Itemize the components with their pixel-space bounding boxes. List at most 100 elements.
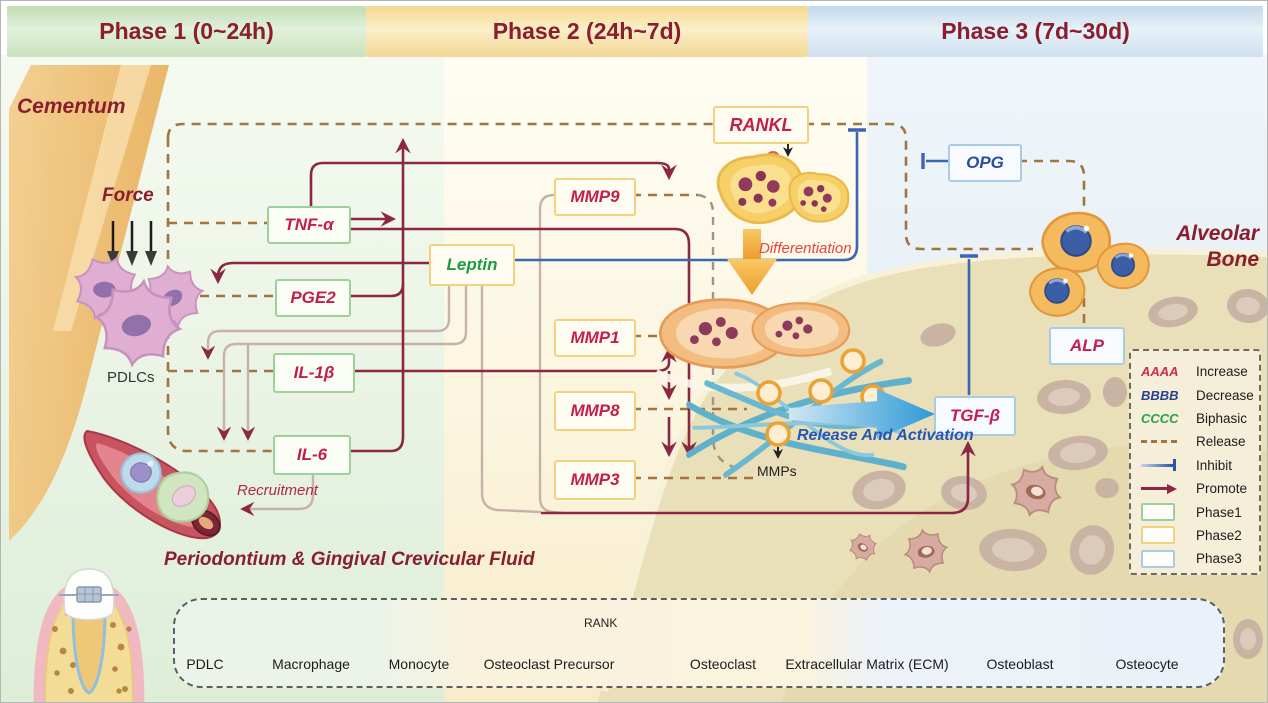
factor-label: Leptin [446, 255, 498, 274]
differentiation-arrow [727, 229, 777, 295]
legend-row-phase1: Phase1 [1141, 500, 1251, 523]
phase3-box-swatch [1141, 549, 1175, 568]
cell-legend-box [173, 598, 1225, 688]
cell-legend-macrophage: Macrophage [272, 656, 350, 672]
release-activation-label: Release And Activation [797, 427, 974, 444]
factor-box-mmp8: MMP8 [554, 391, 636, 431]
pdlcs-label: PDLCs [107, 369, 155, 386]
legend-row-inhibit: Inhibit [1141, 454, 1251, 477]
release-line-swatch [1141, 440, 1177, 444]
cell-legend-pdlc: PDLC [186, 656, 224, 672]
connector-lines [200, 193, 564, 517]
promote-il1b-mmp1 [351, 346, 677, 373]
osteoclast-precursor-cells [714, 150, 854, 228]
factor-box-mmp9: MMP9 [554, 178, 636, 216]
bone-texture [852, 288, 1267, 659]
release-osteoblast-opg [1018, 159, 1086, 208]
factor-box-pge2: PGE2 [275, 279, 351, 317]
factor-box-alp: ALP [1049, 327, 1125, 365]
legend-row-decrease: BBBB Decrease [1141, 387, 1254, 403]
cell-legend-monocyte: Monocyte [388, 656, 450, 672]
force-arrows [107, 221, 157, 266]
cementum-label: Cementum [17, 95, 126, 118]
legend-row-phase2: Phase2 [1141, 524, 1251, 547]
promote-tnf-mmp9 [309, 161, 677, 206]
macrophage-cell [156, 471, 210, 523]
promote-il6-recruitment [240, 471, 315, 517]
monocyte-cell [120, 452, 162, 494]
release-pdlc-rankl [166, 122, 713, 139]
legend-row-phase3: Phase3 [1141, 547, 1251, 570]
rank-label: RANK [584, 616, 618, 630]
factor-label: RANKL [729, 114, 793, 135]
legend-row-release: Release [1141, 430, 1251, 453]
mmps-label: MMPs [757, 463, 797, 479]
factor-label: MMP9 [570, 187, 620, 206]
promote-tnf-mmp3 [347, 227, 697, 458]
promote-il6-a [216, 282, 468, 441]
phase1-box-swatch [1141, 503, 1175, 522]
force-label: Force [102, 185, 154, 206]
cell-legend-ecm: Extracellular Matrix (ECM) [785, 656, 949, 672]
promote-leptin-pdlc [210, 261, 429, 285]
promote-lines [210, 137, 976, 515]
factor-label: IL-1β [293, 363, 335, 382]
factor-label: PGE2 [290, 288, 336, 307]
cell-legend-osteoclast: Osteoclast [689, 656, 757, 672]
factor-label: ALP [1070, 336, 1104, 355]
factor-label: MMP3 [570, 470, 620, 489]
factor-label: TGF-β [949, 406, 1001, 425]
factor-box-rankl: RANKL [713, 106, 809, 144]
release-activation-arrow [789, 389, 935, 439]
recruitment-label: Recruitment [237, 482, 318, 499]
promote-pge2-collector [347, 283, 405, 298]
biphasic-sample: CCCC [1141, 410, 1179, 426]
connector-mmp9-bottom [538, 193, 564, 515]
legend-row-promote: Promote [1141, 477, 1251, 500]
factor-label: MMP1 [570, 328, 620, 347]
factor-box-tnf-alpha: TNF-α [267, 206, 351, 244]
inhibit-line-swatch [1141, 463, 1173, 467]
cell-legend-osteocyte: Osteocyte [1115, 656, 1179, 672]
factor-box-il6: IL-6 [273, 435, 351, 475]
phase2-header: Phase 2 (24h~7d) [366, 6, 808, 57]
phase1-title: Phase 1 (0~24h) [99, 18, 274, 44]
factor-label: MMP8 [570, 401, 620, 420]
promote-arrow-swatch [1141, 487, 1167, 491]
increase-sample: AAAA [1141, 364, 1179, 380]
periodontium-label: Periodontium & Gingival Crevicular Fluid [164, 549, 535, 570]
factor-box-mmp1: MMP1 [554, 319, 636, 357]
cell-legend-osteoclast-precursor: Osteoclast Precursor [483, 656, 615, 672]
promote-mmps-tgfb [541, 440, 976, 515]
legend-row-increase: AAAA Increase [1141, 364, 1248, 380]
factor-box-il1b: IL-1β [273, 353, 355, 393]
phase3-title: Phase 3 (7d~30d) [941, 18, 1130, 44]
factor-box-opg: OPG [948, 144, 1022, 182]
factor-label: OPG [966, 153, 1004, 172]
promote-leptin-il1b [200, 282, 451, 360]
factor-box-mmp3: MMP3 [554, 460, 636, 500]
legend-row-biphasic: CCCC Biphasic [1141, 410, 1248, 426]
promote-collector-rankl [347, 137, 411, 453]
blood-vessel [83, 429, 221, 540]
phase3-header: Phase 3 (7d~30d) [808, 6, 1263, 57]
inhibit-lines [511, 128, 978, 395]
bone-ridge [654, 367, 833, 392]
alveolar-bone-label: Alveolar Bone [1176, 222, 1259, 272]
factor-box-tgfb: TGF-β [934, 396, 1016, 436]
factor-label: IL-6 [296, 445, 328, 464]
legend-panel: AAAA Increase BBBB Decrease CCCC Biphasi… [1129, 349, 1261, 575]
decrease-sample: BBBB [1141, 387, 1179, 403]
phase2-title: Phase 2 (24h~7d) [492, 18, 682, 44]
tooth-illustration [33, 568, 145, 702]
factor-label: TNF-α [284, 215, 334, 234]
cell-legend-osteoblast: Osteoblast [986, 656, 1054, 672]
release-pdlc-il6 [166, 138, 273, 453]
phase2-box-swatch [1141, 526, 1175, 545]
differentiation-label: Differentiation [759, 240, 852, 257]
factor-box-leptin: Leptin [429, 244, 515, 286]
phase1-header: Phase 1 (0~24h) [7, 6, 366, 57]
inhibit-leptin-rankl [511, 132, 859, 262]
connector-leptin-bottom [480, 282, 542, 514]
